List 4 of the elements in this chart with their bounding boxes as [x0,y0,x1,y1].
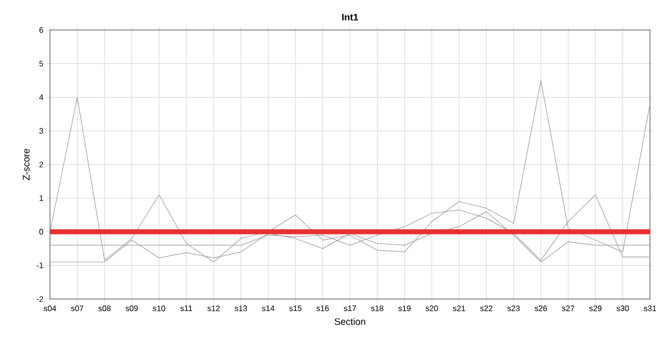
line-series [50,80,650,262]
x-axis-title: Section [334,318,366,325]
y-axis-title: Z-score [22,148,30,180]
chart-title: Int1 [342,14,358,20]
